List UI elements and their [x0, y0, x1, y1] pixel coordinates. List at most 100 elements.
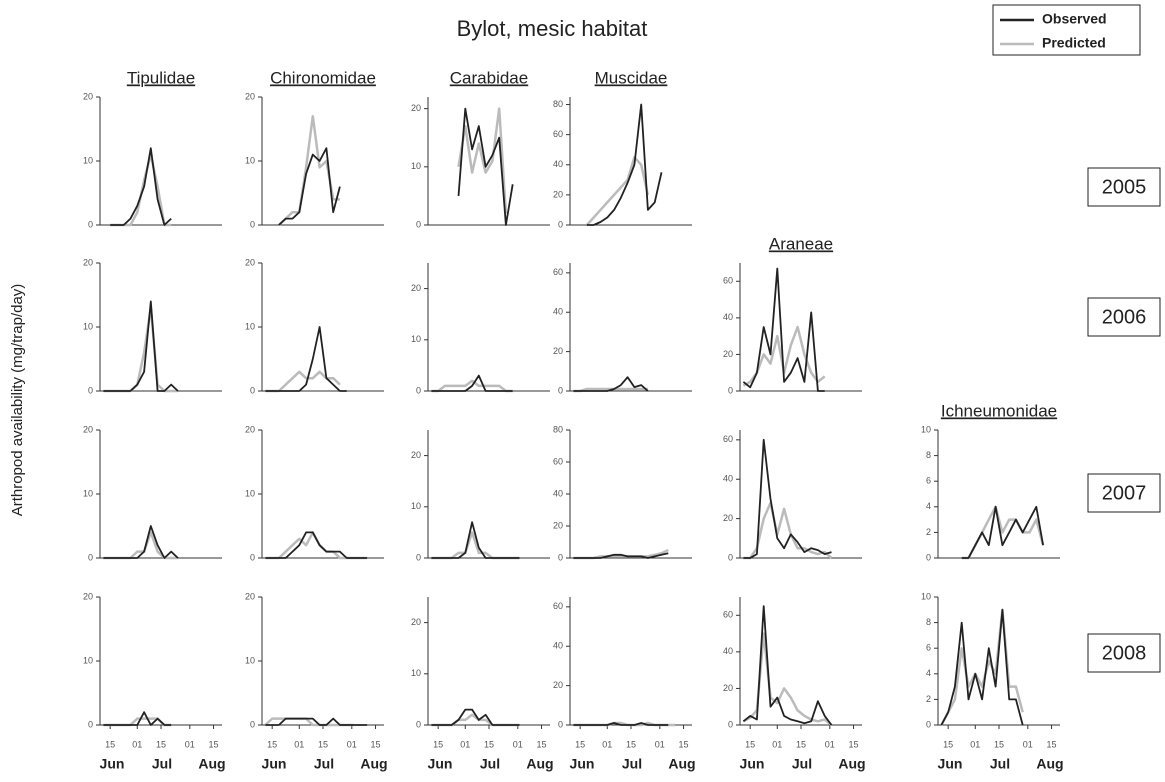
x-tick-label: 01 — [185, 739, 195, 749]
y-tick-label: 40 — [553, 488, 563, 498]
x-tick-label: 15 — [484, 739, 494, 749]
y-tick-label: 60 — [553, 129, 563, 139]
y-tick-label: 20 — [411, 283, 421, 293]
y-tick-label: 10 — [921, 591, 931, 601]
y-tick-label: 0 — [250, 552, 255, 562]
x-tick-label: 01 — [602, 739, 612, 749]
y-tick-label: 10 — [411, 501, 421, 511]
y-tick-label: 20 — [553, 680, 563, 690]
y-tick-label: 40 — [553, 159, 563, 169]
y-tick-label: 60 — [723, 276, 733, 286]
x-tick-label: 15 — [267, 739, 277, 749]
series-line — [265, 326, 347, 392]
x-tick-label: 15 — [318, 739, 328, 749]
y-tick-label: 0 — [416, 552, 421, 562]
y-tick-label: 40 — [723, 312, 733, 322]
y-tick-label: 40 — [723, 646, 733, 656]
month-label: Jun — [740, 756, 765, 772]
x-tick-label: 15 — [745, 739, 755, 749]
y-tick-label: 20 — [411, 450, 421, 460]
x-tick-label: 01 — [294, 739, 304, 749]
series-line — [457, 107, 514, 226]
y-tick-label: 0 — [558, 385, 563, 395]
y-tick-label: 0 — [88, 719, 93, 729]
y-axis-label: Arthropod availability (mg/trap/day) — [9, 284, 26, 517]
year-box — [1087, 297, 1161, 337]
legend-box — [992, 4, 1141, 56]
y-tick-label: 10 — [83, 655, 93, 665]
series-line — [265, 531, 368, 560]
month-label: Aug — [838, 756, 865, 772]
month-label: Jun — [938, 756, 963, 772]
panel-title: Chironomidae — [270, 68, 376, 87]
series-line — [103, 525, 179, 559]
y-tick-label: 0 — [558, 719, 563, 729]
x-tick-label: 15 — [156, 739, 166, 749]
y-tick-label: 40 — [723, 474, 733, 484]
x-tick-label: 15 — [371, 739, 381, 749]
panel-title: Carabidae — [450, 68, 528, 87]
y-tick-label: 0 — [250, 385, 255, 395]
month-label: Jun — [262, 756, 287, 772]
x-tick-label: 15 — [575, 739, 585, 749]
y-tick-label: 0 — [558, 219, 563, 229]
month-label: Jul — [990, 756, 1010, 772]
year-label: 2006 — [1102, 306, 1147, 328]
y-tick-label: 0 — [926, 719, 931, 729]
y-tick-label: 20 — [83, 91, 93, 101]
y-tick-label: 20 — [245, 257, 255, 267]
y-tick-label: 8 — [926, 617, 931, 627]
y-tick-label: 40 — [553, 641, 563, 651]
y-tick-label: 20 — [411, 617, 421, 627]
year-box — [1087, 167, 1161, 207]
series-line — [110, 147, 172, 226]
y-tick-label: 20 — [83, 591, 93, 601]
month-label: Jul — [152, 756, 172, 772]
x-tick-label: 01 — [825, 739, 835, 749]
series-line — [586, 103, 663, 226]
x-tick-label: 15 — [849, 739, 859, 749]
y-tick-label: 0 — [250, 219, 255, 229]
year-box — [1087, 473, 1161, 513]
y-tick-label: 10 — [921, 424, 931, 434]
month-label: Aug — [360, 756, 387, 772]
y-tick-label: 0 — [88, 219, 93, 229]
y-tick-label: 20 — [83, 424, 93, 434]
year-label: 2007 — [1102, 482, 1147, 504]
x-tick-label: 15 — [537, 739, 547, 749]
y-tick-label: 10 — [411, 161, 421, 171]
month-label: Jul — [314, 756, 334, 772]
y-tick-label: 20 — [723, 513, 733, 523]
y-tick-label: 20 — [553, 346, 563, 356]
y-tick-label: 10 — [83, 488, 93, 498]
y-tick-label: 20 — [553, 189, 563, 199]
series-line — [278, 147, 341, 226]
y-tick-label: 4 — [926, 668, 931, 678]
x-tick-label: 01 — [772, 739, 782, 749]
series-line — [265, 531, 368, 559]
x-tick-label: 15 — [943, 739, 953, 749]
x-tick-label: 01 — [132, 739, 142, 749]
y-tick-label: 60 — [723, 610, 733, 620]
panel-title: Muscidae — [595, 68, 668, 87]
month-label: Jun — [428, 756, 453, 772]
y-tick-label: 20 — [245, 91, 255, 101]
month-label: Aug — [668, 756, 695, 772]
y-tick-label: 10 — [245, 321, 255, 331]
y-tick-label: 0 — [416, 719, 421, 729]
panel-title: Araneae — [769, 234, 833, 253]
month-label: Jun — [570, 756, 595, 772]
year-label: 2005 — [1102, 176, 1147, 198]
series-line — [940, 608, 1024, 726]
x-tick-label: 15 — [626, 739, 636, 749]
x-tick-label: 15 — [994, 739, 1004, 749]
x-tick-label: 01 — [460, 739, 470, 749]
y-tick-label: 20 — [245, 424, 255, 434]
month-label: Jul — [622, 756, 642, 772]
y-tick-label: 10 — [83, 321, 93, 331]
month-label: Aug — [526, 756, 553, 772]
y-tick-label: 40 — [553, 307, 563, 317]
series-line — [742, 267, 825, 392]
series-line — [573, 376, 649, 392]
series-line — [573, 552, 669, 559]
